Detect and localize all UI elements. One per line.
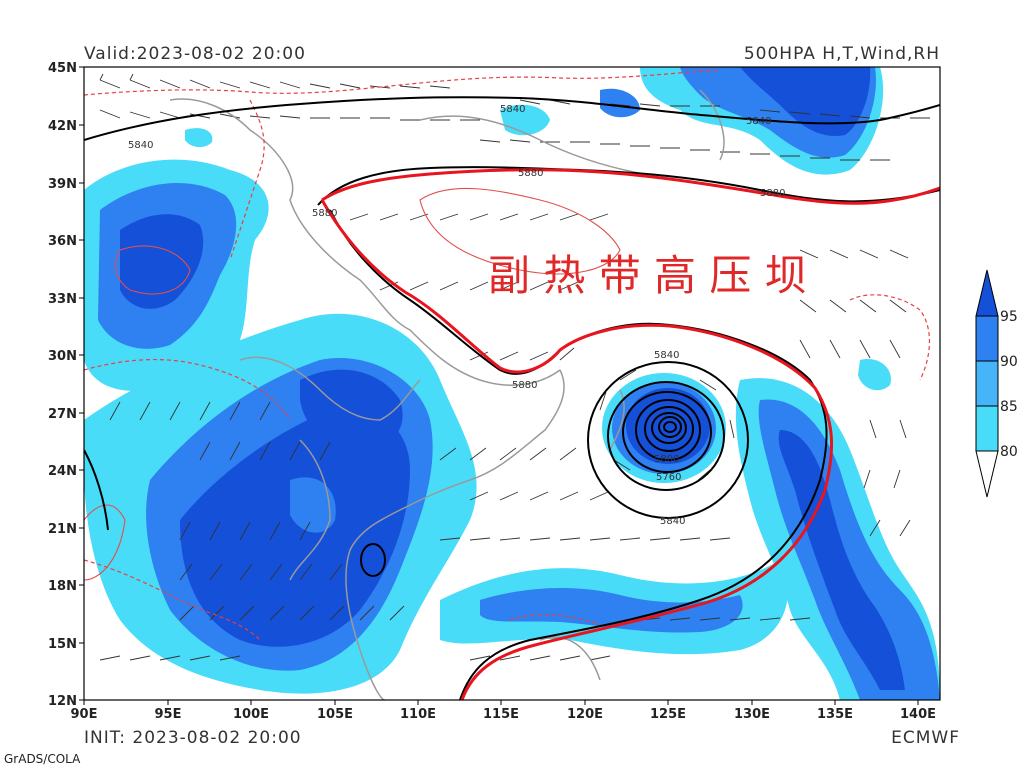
colorbar-bottom-arrow bbox=[975, 450, 999, 498]
lon-label: 90E bbox=[71, 707, 98, 722]
latitude-labels: 45N 42N 39N 36N 33N 30N 27N 24N 21N 18N … bbox=[48, 61, 77, 709]
lat-label: 24N bbox=[48, 464, 77, 479]
lat-label: 33N bbox=[48, 292, 77, 307]
colorbar-tick: 85 bbox=[1000, 399, 1018, 415]
colorbar-top-arrow bbox=[975, 269, 999, 317]
lat-label: 12N bbox=[48, 694, 77, 709]
contour-label: 5880 bbox=[518, 168, 543, 179]
colorbar-tick: 95 bbox=[1000, 309, 1018, 325]
lat-label: 27N bbox=[48, 407, 77, 422]
software-credit: GrADS/COLA bbox=[4, 752, 81, 766]
lon-label: 140E bbox=[900, 707, 936, 722]
contour-label: 5840 bbox=[654, 350, 679, 361]
colorbar-tick: 90 bbox=[1000, 354, 1018, 370]
contour-label: 5840 bbox=[128, 140, 153, 151]
lat-label: 21N bbox=[48, 522, 77, 537]
temperature-solid-contours bbox=[84, 187, 621, 581]
contour-label: 5880 bbox=[312, 208, 337, 219]
lon-label: 120E bbox=[567, 707, 603, 722]
product-label: 500HPA H,T,Wind,RH bbox=[743, 44, 940, 64]
lat-label: 36N bbox=[48, 234, 77, 249]
lat-label: 45N bbox=[48, 61, 77, 76]
contour-label: 5840 bbox=[500, 104, 525, 115]
map-frame bbox=[83, 66, 941, 701]
colorbar-swatch bbox=[975, 405, 999, 452]
lon-label: 135E bbox=[817, 707, 853, 722]
wind-barbs bbox=[99, 73, 930, 661]
lat-label: 30N bbox=[48, 349, 77, 364]
model-source-label: ECMWF bbox=[891, 728, 960, 748]
borders bbox=[169, 89, 725, 700]
lon-label: 125E bbox=[650, 707, 686, 722]
map-area: 5840 5840 5840 5880 5880 5880 5880 5840 … bbox=[84, 67, 940, 700]
contour-label: 5800 bbox=[654, 454, 679, 465]
axis-ticks bbox=[79, 66, 919, 705]
contour-label: 5840 bbox=[746, 116, 771, 127]
lon-label: 130E bbox=[734, 707, 770, 722]
lon-label: 100E bbox=[233, 707, 269, 722]
colorbar-ticks: 95 90 85 80 bbox=[1000, 309, 1018, 460]
subtropical-high-annotation: 副 热 带 高 压 坝 bbox=[488, 251, 807, 300]
contour-label: 5840 bbox=[660, 516, 685, 527]
longitude-labels: 90E 95E 100E 105E 110E 115E 120E 125E 13… bbox=[71, 707, 937, 722]
lon-label: 95E bbox=[155, 707, 182, 722]
temperature-contours bbox=[84, 69, 931, 641]
lat-label: 39N bbox=[48, 177, 77, 192]
lat-label: 42N bbox=[48, 119, 77, 134]
valid-time-label: Valid:2023-08-02 20:00 bbox=[84, 44, 306, 64]
colorbar-tick: 80 bbox=[1000, 444, 1018, 460]
lat-label: 18N bbox=[48, 579, 77, 594]
lon-label: 110E bbox=[400, 707, 436, 722]
colorbar-swatch bbox=[975, 360, 999, 407]
init-time-label: INIT: 2023-08-02 20:00 bbox=[84, 728, 302, 748]
lon-label: 105E bbox=[317, 707, 353, 722]
colorbar: 95 90 85 80 bbox=[975, 269, 1018, 498]
contour-label: 5880 bbox=[760, 188, 785, 199]
contour-label: 5880 bbox=[512, 380, 537, 391]
lon-label: 115E bbox=[483, 707, 519, 722]
humidity-shading bbox=[84, 67, 940, 700]
lat-label: 15N bbox=[48, 637, 77, 652]
contour-label: 5760 bbox=[656, 472, 681, 483]
contour-labels: 5840 5840 5840 5880 5880 5880 5880 5840 … bbox=[128, 104, 785, 527]
subtropical-high-ridge bbox=[320, 168, 940, 700]
colorbar-swatch bbox=[975, 315, 999, 362]
